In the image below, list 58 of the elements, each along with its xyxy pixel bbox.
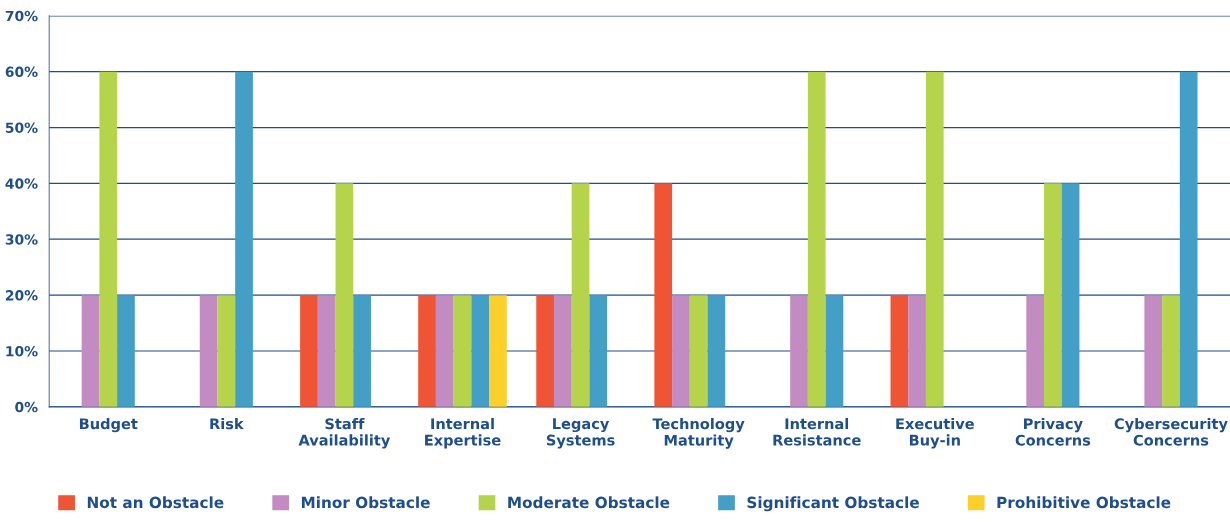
x-tick-label: Legacy Systems [546,418,615,449]
bar [689,295,708,407]
bar [471,295,490,407]
y-tick-label: 60% [5,66,38,78]
bar [99,71,118,407]
bar [453,295,472,407]
bar [908,295,926,407]
x-tick-label: Executive Buy-in [896,417,974,449]
bar [235,71,253,407]
x-tick-label: Internal Resistance [773,417,861,446]
bar [1179,71,1198,407]
bar [317,295,336,407]
bar [1044,183,1062,407]
legend-label: Not an Obstacle [87,496,224,509]
bar [553,295,572,407]
bar [1162,295,1180,407]
bar [300,295,318,407]
bar [1061,183,1080,407]
x-tick-label: Risk [210,417,244,430]
bar [790,295,808,407]
y-tick-label: 0% [15,401,38,413]
x-tick-label: Internal Expertise [425,417,501,449]
y-tick-label: 70% [5,10,38,22]
bar [418,295,436,407]
bar [199,295,218,407]
bar [435,295,454,407]
bar [217,295,236,407]
legend-label: Moderate Obstacle [508,496,670,509]
bar [807,71,826,407]
bar [571,183,590,407]
bar [353,295,371,407]
bar [117,295,135,407]
y-tick-label: 20% [5,290,38,301]
bar [672,295,690,407]
bar [707,295,726,407]
bar [654,183,673,407]
x-tick-label: Staff Availability [298,417,391,449]
legend-label: Prohibitive Obstacle [997,496,1171,509]
bar [589,295,608,407]
bar [1026,295,1045,407]
x-tick-label: Technology Maturity [652,417,745,449]
bar [825,295,844,407]
bar [536,295,554,407]
bar [335,183,354,407]
x-tick-label: Cybersecurity Concerns [1114,417,1228,446]
x-tick-label: Privacy Concerns [1015,417,1091,446]
bar [925,71,944,407]
y-tick-label: 30% [5,234,38,245]
y-tick-label: 40% [5,178,38,189]
y-tick-label: 10% [6,345,38,357]
legend-label: Significant Obstacle [747,496,919,512]
bar [1144,295,1163,407]
bar [81,295,100,407]
bar [489,295,507,407]
x-tick-label: Budget [79,417,138,433]
y-tick-label: 50% [5,122,38,133]
legend-label: Minor Obstacle [301,496,430,509]
bar [890,295,909,407]
